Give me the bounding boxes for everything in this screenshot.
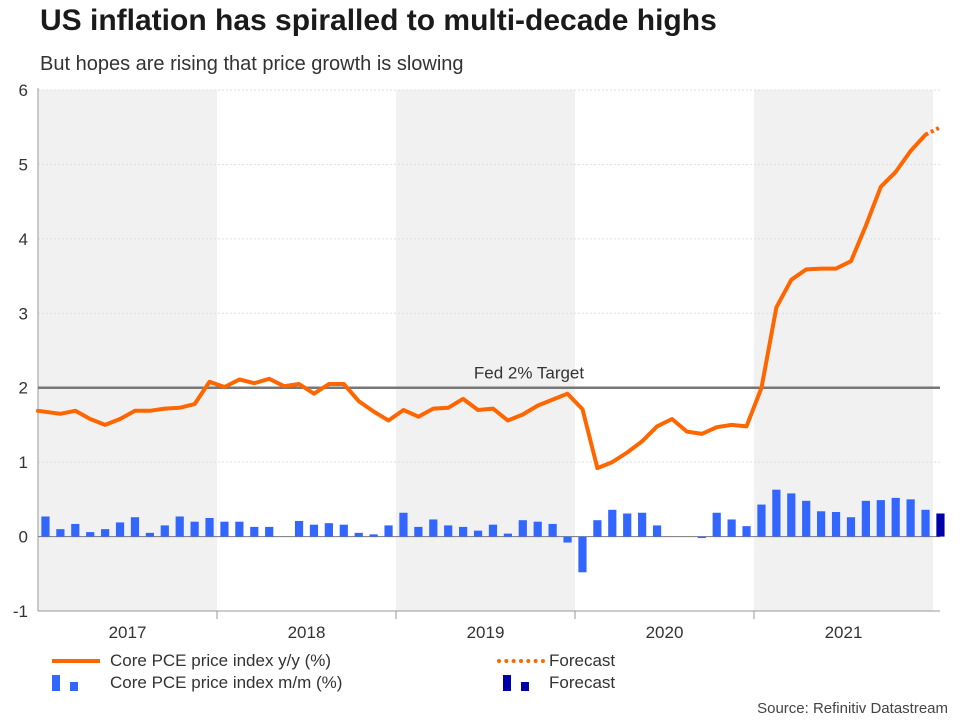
mm-bar	[697, 536, 706, 539]
mm-bar	[175, 516, 184, 537]
y-tick-label: 2	[19, 379, 28, 398]
fed-target-label: Fed 2% Target	[474, 364, 585, 383]
mm-bar	[772, 489, 781, 537]
mm-bar	[429, 519, 438, 537]
mm-bar	[41, 516, 50, 537]
y-tick-label: 3	[19, 304, 28, 323]
mm-bar	[160, 525, 169, 537]
mm-bar	[861, 500, 870, 537]
legend-forecast-bar-swatch	[497, 675, 545, 691]
mm-bar	[846, 517, 856, 537]
legend-mm: Core PCE price index m/m (%)	[52, 673, 342, 693]
mm-bar	[220, 521, 229, 537]
legend-forecast-line-swatch	[497, 659, 545, 663]
mm-bar	[309, 524, 319, 537]
year-band-2017	[38, 90, 217, 611]
x-tick-label-2020: 2020	[646, 623, 684, 642]
legend-yy-swatch	[52, 659, 100, 663]
mm-bar	[369, 534, 378, 537]
mm-bar	[623, 513, 632, 537]
legend-yy: Core PCE price index y/y (%)	[52, 651, 331, 671]
mm-bar	[339, 524, 348, 537]
y-tick-label: 5	[19, 155, 28, 174]
mm-bar	[324, 523, 333, 537]
mm-bar-forecast	[936, 513, 945, 537]
mm-bar	[548, 523, 557, 537]
mm-bar	[727, 519, 736, 537]
year-band-2021	[754, 90, 933, 611]
y-tick-label: 1	[19, 453, 28, 472]
year-band-2019	[396, 90, 575, 611]
mm-bar	[787, 493, 796, 537]
mm-bar	[488, 524, 498, 537]
mm-bar	[145, 532, 154, 537]
legend-forecast-line-label: Forecast	[549, 651, 616, 670]
legend-forecast-line: Forecast	[497, 651, 615, 671]
mm-bar	[250, 526, 259, 537]
legend-forecast-bar: Forecast	[497, 673, 615, 693]
mm-bar	[473, 530, 483, 537]
mm-bar	[190, 521, 199, 537]
mm-bar	[130, 517, 140, 537]
y-tick-label: 4	[19, 230, 28, 249]
legend-yy-label: Core PCE price index y/y (%)	[110, 651, 332, 670]
source-note: Source: Refinitiv Datastream	[757, 700, 948, 717]
mm-bar	[593, 520, 602, 537]
mm-bar	[578, 536, 587, 573]
mm-bar	[115, 522, 125, 537]
mm-bar	[294, 520, 304, 537]
mm-bar	[235, 521, 244, 537]
yy-line	[36, 132, 928, 471]
mm-bar	[608, 509, 617, 537]
mm-bar	[757, 504, 766, 537]
chart-title: US inflation has spiralled to multi-deca…	[40, 4, 717, 37]
x-tick-label-2018: 2018	[288, 623, 326, 642]
y-tick-label: 0	[19, 528, 28, 547]
mm-bar	[399, 512, 408, 537]
legend-mm-swatch	[52, 675, 100, 691]
mm-bar	[906, 499, 915, 537]
mm-bar	[891, 497, 900, 537]
y-tick-label: -1	[13, 602, 28, 621]
x-tick-label-2017: 2017	[109, 623, 147, 642]
mm-bar	[265, 526, 274, 537]
mm-bar	[563, 536, 572, 543]
mm-bar	[56, 529, 65, 537]
mm-bar	[817, 511, 826, 537]
mm-bar	[414, 526, 423, 537]
mm-bar	[354, 532, 363, 537]
legend-forecast-bar-label: Forecast	[549, 673, 616, 692]
mm-bar	[205, 517, 214, 537]
mm-bar	[802, 500, 811, 537]
legend-mm-label: Core PCE price index m/m (%)	[110, 673, 343, 692]
mm-bar	[518, 520, 527, 537]
mm-bar	[921, 509, 930, 537]
mm-bar	[712, 512, 721, 537]
mm-bar	[503, 533, 512, 537]
mm-bar	[384, 525, 393, 537]
mm-bar	[652, 525, 662, 537]
mm-bar	[459, 526, 468, 537]
mm-bar	[86, 532, 95, 537]
yy-forecast-line	[924, 125, 942, 137]
mm-bar	[742, 526, 751, 537]
mm-bar	[831, 512, 841, 537]
mm-bar	[533, 521, 542, 537]
x-tick-label-2019: 2019	[467, 623, 505, 642]
x-tick-label-2021: 2021	[825, 623, 863, 642]
mm-bar	[638, 512, 647, 537]
mm-bar	[101, 529, 110, 537]
chart-subtitle: But hopes are rising that price growth i…	[40, 53, 464, 75]
y-tick-label: 6	[19, 81, 28, 100]
mm-bar	[876, 500, 885, 537]
mm-bar	[71, 523, 80, 537]
mm-bar	[444, 525, 453, 537]
